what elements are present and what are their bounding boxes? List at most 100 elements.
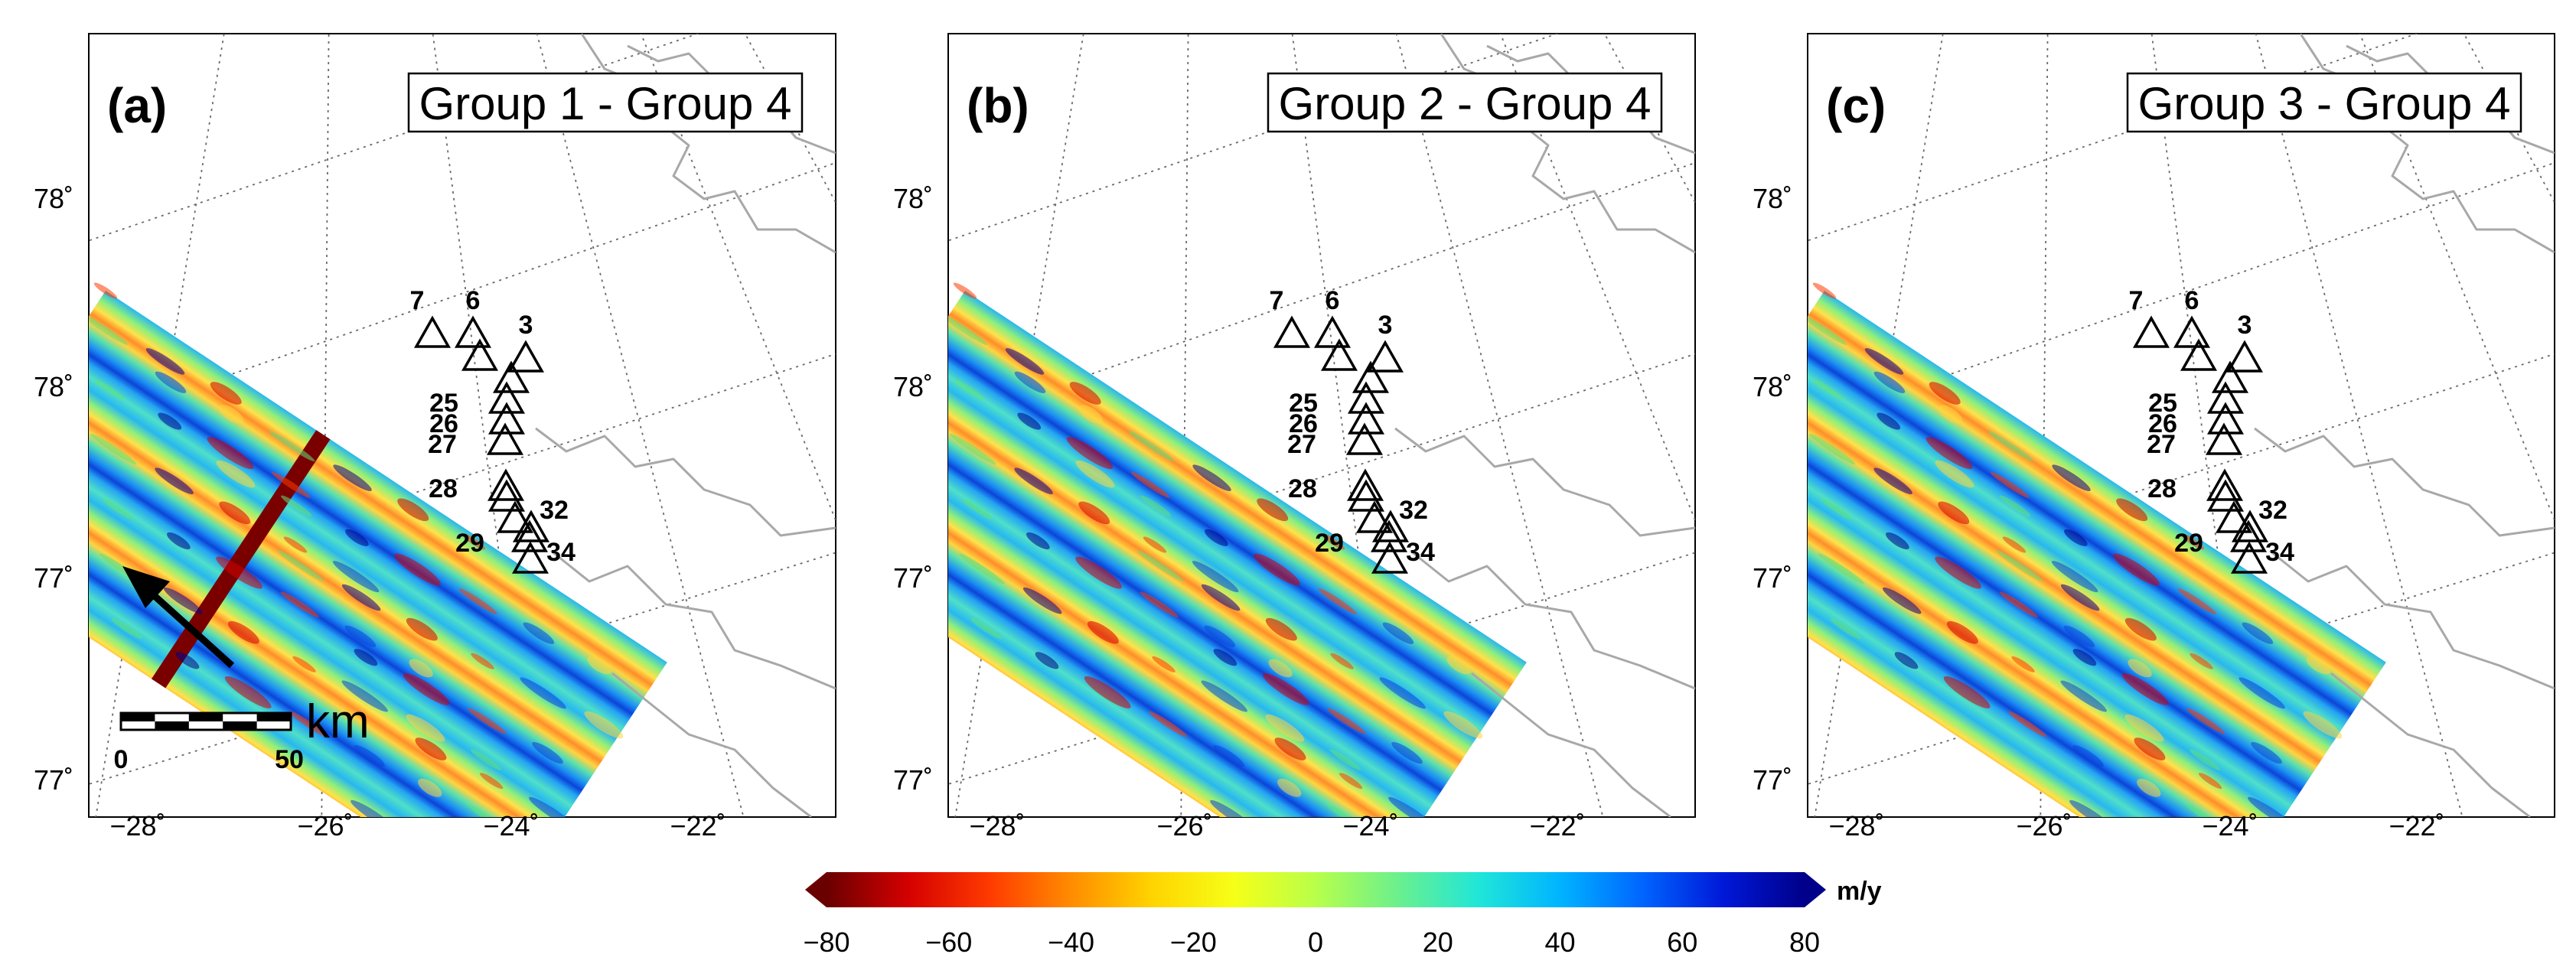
station-triangle-icon	[1273, 315, 1311, 348]
map-panel-b: 78˚ 78˚ 77˚ 77˚ −28˚ −26˚ −24˚ −22˚ (b) Group 2 -…	[893, 33, 1696, 842]
station-triangle-icon	[2206, 381, 2245, 414]
panel-letter: (a)	[107, 78, 167, 133]
latitude-label: 78˚	[893, 183, 933, 214]
station-label: 32	[540, 496, 569, 525]
station-label: 25	[429, 389, 458, 418]
coastline	[535, 34, 836, 817]
panel-title-box	[407, 72, 804, 133]
station-label: 29	[455, 529, 484, 558]
station-label: 29	[2174, 529, 2203, 558]
latitude-label: 77˚	[893, 562, 933, 594]
station-triangle-icon	[1371, 541, 1409, 574]
station-triangle-icon	[2206, 479, 2245, 512]
station-triangle-icon	[1320, 338, 1358, 371]
longitude-label: −22˚	[1529, 810, 1585, 842]
longitude-label: −28˚	[969, 810, 1025, 842]
station-triangle-icon	[2206, 468, 2244, 501]
colorbar-tick-label: −60	[925, 926, 972, 958]
station-triangle-icon	[1313, 315, 1352, 348]
latitude-label: 78˚	[34, 183, 73, 214]
station-label: 25	[2148, 389, 2177, 418]
station-label: 27	[1287, 430, 1316, 459]
station-label: 7	[2129, 286, 2144, 315]
station-label: 7	[1270, 286, 1284, 315]
station-triangle-icon	[2229, 519, 2268, 552]
station-triangle-icon	[454, 315, 492, 348]
station-label: 29	[1315, 529, 1344, 558]
longitude-label: −24˚	[483, 810, 539, 842]
station-triangle-icon	[2231, 510, 2269, 542]
station-triangle-icon	[1371, 510, 1410, 542]
panel-title: Group 1 - Group 4	[419, 78, 792, 129]
scale-bar-start-label: 0	[114, 745, 129, 774]
panel-letter: (b)	[967, 78, 1029, 133]
colorbar-ramp	[827, 872, 1805, 907]
colorbar-high-cap	[1805, 872, 1826, 907]
station-label: 28	[2147, 474, 2177, 503]
station-triangle-icon	[2173, 315, 2211, 348]
station-triangle-icon	[2225, 340, 2264, 373]
station-triangle-icon	[1346, 468, 1384, 501]
colorbar-unit-label: m/y	[1837, 877, 1882, 906]
colorbar-tick-label: 40	[1544, 926, 1575, 958]
panel-title: Group 2 - Group 4	[1279, 78, 1652, 129]
latitude-label: 77˚	[1753, 764, 1792, 796]
station-label: 6	[1325, 286, 1340, 315]
latitude-label: 77˚	[34, 562, 73, 594]
station-triangle-icon	[511, 541, 549, 574]
station-triangle-icon	[1347, 402, 1385, 435]
station-label: 32	[1399, 496, 1428, 525]
station-triangle-icon	[486, 422, 524, 455]
station-triangle-icon	[1347, 381, 1385, 414]
station-triangle-icon	[510, 519, 549, 552]
colorbar-tick-label: 60	[1667, 926, 1697, 958]
station-triangle-icon	[487, 479, 526, 512]
panel-title-box	[1267, 72, 1663, 133]
station-triangle-icon	[487, 381, 526, 414]
scale-bar-unit-label: km	[306, 695, 370, 748]
colorbar-tick-label: −80	[803, 926, 849, 958]
station-triangle-icon	[487, 402, 526, 435]
panel-title-box	[2126, 72, 2522, 133]
station-triangle-icon	[1370, 519, 1408, 552]
colorbar-tick-label: 80	[1789, 926, 1820, 958]
north-arrow-icon	[122, 566, 235, 669]
panel-letter: (c)	[1826, 78, 1886, 133]
longitude-label: −28˚	[1828, 810, 1884, 842]
velocity-swath	[89, 282, 667, 817]
station-triangle-icon	[2132, 315, 2170, 348]
station-label: 26	[1289, 409, 1318, 438]
station-triangle-icon	[461, 338, 499, 371]
station-triangle-icon	[2215, 500, 2253, 533]
station-label: 3	[1378, 311, 1393, 340]
colorbar: m/y −80 −60 −40 −20 0 20 40 60 80	[803, 872, 1882, 958]
colorbar-tick-label: −40	[1048, 926, 1094, 958]
station-triangle-icon	[413, 315, 452, 348]
velocity-swath	[948, 282, 1527, 817]
colorbar-low-cap	[805, 872, 827, 907]
latitude-label: 77˚	[1753, 562, 1792, 594]
latitude-label: 77˚	[34, 764, 73, 796]
longitude-label: −26˚	[1156, 810, 1212, 842]
station-triangle-icon	[2205, 422, 2243, 455]
panel-title: Group 3 - Group 4	[2138, 78, 2511, 129]
station-triangle-icon	[496, 500, 534, 533]
station-triangle-icon	[507, 340, 545, 373]
station-triangle-icon	[487, 468, 525, 501]
map-panel-c: 78˚ 78˚ 77˚ 77˚ −28˚ −26˚ −24˚ −22˚ (c) Group 3 -…	[1753, 33, 2555, 842]
longitude-label: −22˚	[2389, 810, 2444, 842]
station-label: 6	[466, 286, 481, 315]
station-label: 34	[546, 538, 576, 567]
station-label: 7	[410, 286, 425, 315]
station-triangle-icon	[512, 510, 550, 542]
station-triangle-icon	[1355, 500, 1394, 533]
velocity-swath	[1808, 282, 2386, 817]
station-triangle-icon	[2206, 402, 2245, 435]
latitude-label: 78˚	[34, 371, 73, 402]
station-triangle-icon	[1345, 422, 1384, 455]
station-label: 32	[2258, 496, 2287, 525]
station-label: 27	[2147, 430, 2176, 459]
colorbar-tick-label: 0	[1308, 926, 1323, 958]
